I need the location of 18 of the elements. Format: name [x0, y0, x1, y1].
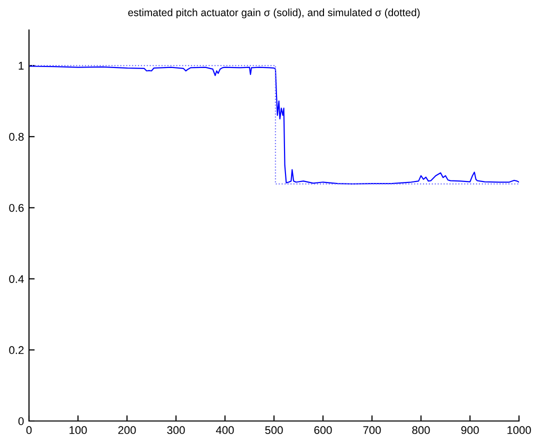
x-tick-label: 900	[461, 426, 479, 434]
y-tick-label: 0.2	[9, 346, 24, 354]
x-tick-label: 800	[412, 426, 430, 434]
y-tick-label: 1	[18, 62, 24, 70]
x-tick-label: 0	[26, 426, 32, 434]
y-tick-label: 0.8	[9, 132, 24, 141]
y-tick-label: 0	[18, 417, 24, 426]
x-tick-label: 600	[314, 426, 332, 434]
x-tick-label: 1000	[507, 426, 531, 434]
x-tick-label: 200	[118, 426, 136, 434]
x-tick-label: 700	[363, 426, 381, 434]
x-tick-label: 300	[167, 426, 185, 434]
y-tick-label: 0.6	[9, 204, 24, 212]
x-tick-label: 500	[265, 426, 283, 434]
chart-title: estimated pitch actuator gain σ (solid), and simulated σ (dotted)	[128, 8, 420, 18]
x-tick-label: 100	[70, 426, 87, 434]
x-tick-label: 400	[216, 426, 234, 434]
y-tick-label: 0.4	[9, 275, 24, 283]
